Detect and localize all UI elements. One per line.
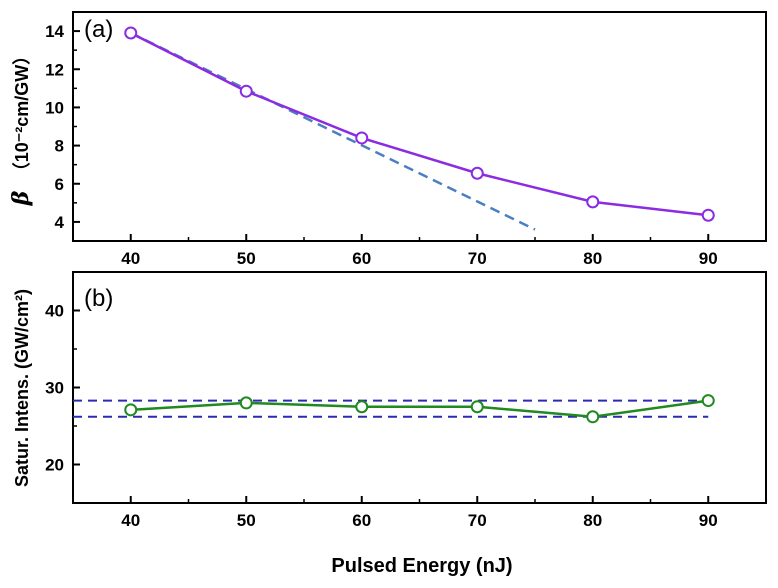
x-tick-label: 40 xyxy=(121,249,140,268)
x-tick-label: 80 xyxy=(583,249,602,268)
data-point xyxy=(124,403,138,417)
panel-a-series xyxy=(124,26,715,222)
data-point xyxy=(586,195,600,209)
x-tick-label: 80 xyxy=(583,511,602,530)
panel-b-y-ticks: 20 30 40 xyxy=(45,302,80,475)
panel-b-x-ticks: 40 50 60 70 80 90 xyxy=(121,496,718,530)
panel-b: 20 30 40 40 50 60 70 80 90 (b) Satur. Intens. (… xyxy=(12,271,767,577)
panel-a-y-unit: （10⁻²cm/GW） xyxy=(12,47,32,181)
data-point xyxy=(586,410,600,424)
panel-b-series xyxy=(124,394,715,424)
fit-line xyxy=(130,31,536,231)
data-point xyxy=(355,131,369,145)
y-tick-label: 4 xyxy=(55,213,65,232)
panel-a-y-ticks: 4 6 8 10 12 14 xyxy=(45,22,80,232)
y-tick-label: 10 xyxy=(45,98,64,117)
data-point xyxy=(470,166,484,180)
x-tick-label: 60 xyxy=(352,249,371,268)
series-line xyxy=(130,31,709,217)
panel-b-y-axis-title: Satur. Intens. (GW/cm²) xyxy=(12,289,32,487)
data-point xyxy=(124,26,138,40)
x-tick-label: 50 xyxy=(237,249,256,268)
panel-a-fit-line xyxy=(130,31,536,231)
data-point xyxy=(355,400,369,414)
data-point xyxy=(239,396,253,410)
y-tick-label: 8 xyxy=(55,137,64,156)
y-tick-label: 14 xyxy=(45,22,64,41)
x-tick-label: 90 xyxy=(699,249,718,268)
series-line xyxy=(130,399,709,419)
y-tick-label: 20 xyxy=(45,456,64,475)
y-tick-label: 40 xyxy=(45,302,64,321)
panel-a-frame xyxy=(72,11,767,242)
data-point xyxy=(701,394,715,408)
x-tick-label: 60 xyxy=(352,511,371,530)
panel-b-frame xyxy=(72,271,767,504)
panel-b-label: (b) xyxy=(84,285,113,312)
data-point xyxy=(701,208,715,222)
x-tick-label: 90 xyxy=(699,511,718,530)
x-tick-label: 70 xyxy=(468,511,487,530)
x-tick-label: 50 xyxy=(237,511,256,530)
x-axis-title: Pulsed Energy (nJ) xyxy=(331,555,512,577)
y-tick-label: 12 xyxy=(45,60,64,79)
data-point xyxy=(470,400,484,414)
panel-a-x-ticks: 40 50 60 70 80 90 xyxy=(121,234,718,268)
data-point xyxy=(239,84,253,98)
panel-a: 4 6 8 10 12 14 40 50 60 70 80 90 (a) β （10⁻²cm/GW） xyxy=(8,11,767,268)
panel-a-y-axis-title: β （10⁻²cm/GW） xyxy=(8,47,34,207)
y-tick-label: 30 xyxy=(45,379,64,398)
panel-a-label: (a) xyxy=(84,16,113,43)
x-tick-label: 70 xyxy=(468,249,487,268)
y-tick-label: 6 xyxy=(55,175,64,194)
panel-b-reference-lines xyxy=(73,399,709,418)
x-tick-label: 40 xyxy=(121,511,140,530)
beta-symbol: β xyxy=(8,190,34,206)
